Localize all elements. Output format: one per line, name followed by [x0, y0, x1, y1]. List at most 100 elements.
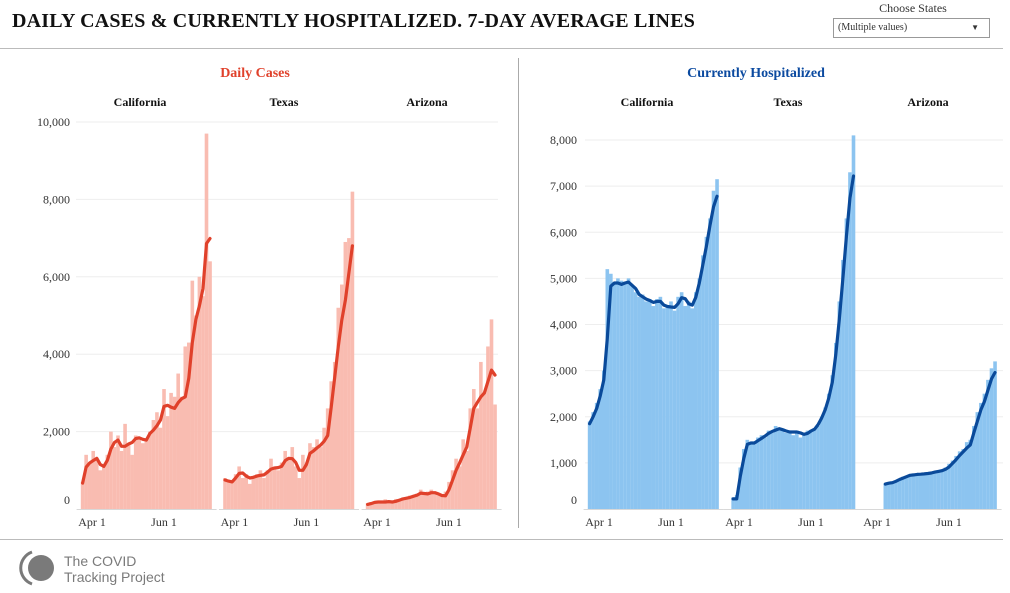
daily-bar: [798, 437, 803, 509]
daily-bar: [387, 501, 391, 509]
daily-bar: [87, 462, 92, 509]
daily-bar: [780, 428, 785, 509]
daily-bar: [461, 439, 465, 509]
daily-bar: [279, 462, 284, 509]
daily-bar: [986, 379, 990, 509]
daily-bar: [795, 430, 799, 509]
daily-bar: [290, 447, 295, 509]
daily-bar: [247, 483, 252, 509]
x-tick-label: Jun 1: [936, 515, 962, 529]
daily-bar: [841, 259, 845, 509]
daily-bar: [816, 425, 820, 509]
x-tick-label: Jun 1: [658, 515, 684, 529]
daily-bar: [433, 493, 437, 509]
daily-bar: [784, 432, 789, 509]
x-tick-label: Jun 1: [436, 515, 462, 529]
daily-bar: [332, 361, 337, 509]
daily-bar: [176, 373, 180, 509]
daily-cases-title: Daily Cases: [220, 66, 290, 81]
x-tick-label: Apr 1: [363, 515, 391, 529]
daily-bar: [812, 428, 817, 509]
state-label: California: [114, 95, 167, 109]
y-tick-label: 10,000: [37, 115, 70, 129]
daily-bar: [734, 495, 739, 509]
daily-bar: [690, 308, 695, 509]
daily-bar: [763, 437, 767, 509]
daily-bar: [749, 442, 753, 509]
daily-bar: [169, 392, 173, 509]
daily-bar: [493, 404, 497, 509]
daily-bar: [883, 483, 888, 509]
daily-bar: [304, 462, 309, 509]
daily-bar: [640, 294, 645, 509]
daily-bar: [443, 491, 448, 509]
daily-bar: [961, 449, 965, 509]
dropdown-value: (Multiple values): [838, 22, 908, 33]
daily-bar: [84, 454, 88, 509]
daily-bar: [397, 499, 402, 509]
daily-bar: [80, 481, 85, 509]
daily-bar: [626, 278, 631, 509]
x-tick-label: Jun 1: [294, 515, 320, 529]
daily-bar: [925, 472, 930, 509]
panel-california: California Apr 1 Jun 1: [583, 95, 724, 529]
y-tick-label: 8,000: [550, 133, 577, 147]
7-day-average-line: [588, 194, 719, 426]
daily-bar: [329, 381, 333, 509]
daily-bar: [258, 470, 263, 509]
daily-bar: [489, 319, 494, 509]
daily-bar: [394, 498, 398, 509]
daily-bar: [669, 301, 673, 509]
daily-bar: [741, 449, 746, 509]
daily-bar: [972, 425, 976, 509]
header-divider: [0, 48, 1003, 49]
y-tick-label: 2,000: [550, 410, 577, 424]
7-day-average-line: [223, 244, 354, 484]
y-tick-label: 4,000: [550, 318, 577, 332]
state-label: Texas: [270, 95, 299, 109]
choose-states-dropdown[interactable]: (Multiple values) ▼: [833, 18, 990, 38]
daily-bar: [890, 481, 895, 509]
daily-bar: [404, 498, 409, 509]
daily-bar: [237, 466, 241, 509]
daily-bar: [436, 492, 441, 509]
daily-bar: [605, 269, 610, 509]
daily-bar: [401, 497, 405, 509]
daily-bar: [922, 473, 927, 509]
daily-bar: [936, 470, 941, 509]
daily-bar: [91, 450, 96, 509]
daily-bar: [943, 467, 948, 509]
daily-bar: [637, 296, 641, 509]
daily-bar: [894, 480, 898, 509]
daily-bar: [731, 497, 735, 509]
daily-bar: [137, 439, 142, 509]
daily-bar: [486, 346, 490, 509]
daily-bar: [408, 495, 412, 509]
daily-bar: [262, 478, 266, 509]
daily-bar: [244, 474, 249, 509]
daily-bar: [102, 466, 106, 509]
daily-bar: [123, 423, 127, 509]
daily-bar: [255, 474, 259, 509]
daily-bar: [851, 135, 856, 509]
daily-bar: [190, 280, 195, 509]
daily-bar: [609, 273, 613, 509]
daily-bar: [676, 296, 680, 509]
daily-bar: [472, 389, 476, 509]
daily-bar: [276, 470, 280, 509]
x-tick-label: Apr 1: [221, 515, 249, 529]
daily-bar: [162, 389, 166, 509]
state-label: California: [621, 95, 674, 109]
y-tick-label: 3,000: [550, 364, 577, 378]
daily-bar: [911, 473, 916, 509]
daily-bar: [322, 427, 326, 509]
daily-bar: [598, 389, 603, 509]
daily-bar: [479, 361, 483, 509]
y-tick-label: 5,000: [550, 271, 577, 285]
daily-bar: [208, 261, 212, 509]
daily-bar: [745, 439, 750, 509]
daily-bar: [172, 396, 177, 509]
daily-bar: [708, 218, 712, 509]
daily-bar: [933, 471, 937, 509]
